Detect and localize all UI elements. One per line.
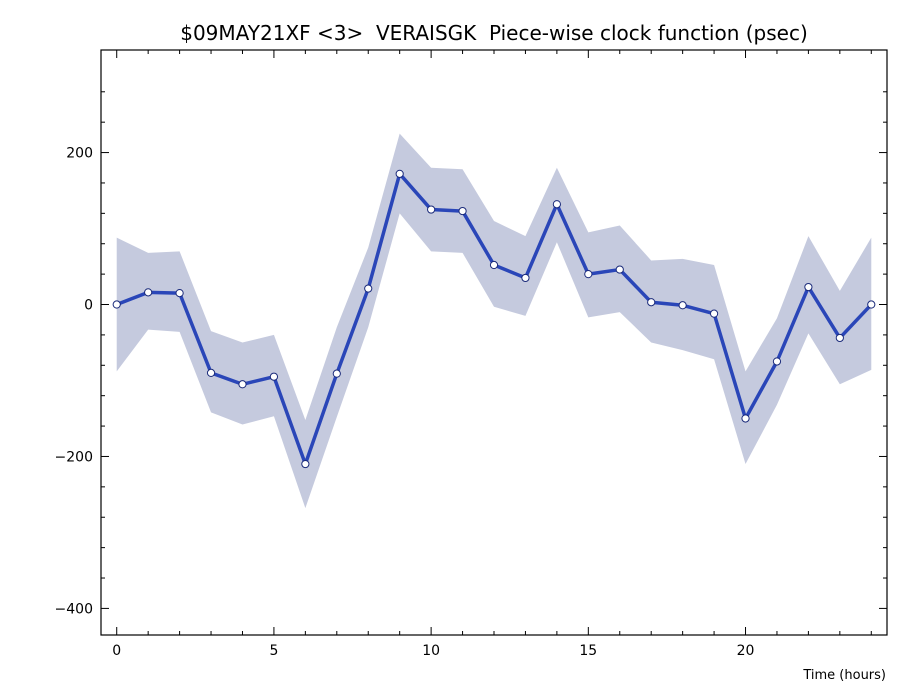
data-point — [427, 205, 436, 214]
x-tick-label: 0 — [112, 643, 121, 659]
data-point — [489, 260, 499, 270]
data-point — [269, 372, 279, 381]
data-point — [741, 414, 750, 423]
y-tick-label: 200 — [66, 146, 93, 162]
uncertainty-band — [116, 133, 872, 509]
x-axis-label: Time (hours) — [802, 668, 886, 683]
x-tick-label: 20 — [737, 643, 755, 659]
chart-title: $09MAY21XF <3> VERAISGK Piece-wise clock… — [180, 21, 808, 45]
data-point — [804, 282, 813, 292]
data-point — [206, 368, 216, 377]
data-point — [175, 289, 184, 298]
data-points-layer — [112, 169, 876, 469]
data-point — [364, 284, 373, 293]
x-tick-label: 15 — [579, 643, 597, 659]
data-point — [709, 309, 719, 318]
data-point — [584, 270, 593, 279]
data-point — [301, 459, 310, 469]
data-point — [458, 206, 467, 216]
data-point — [678, 301, 687, 310]
y-tick-label: −400 — [55, 601, 93, 617]
data-point — [647, 298, 656, 307]
data-point — [552, 200, 561, 209]
data-point — [112, 300, 121, 309]
data-point — [238, 380, 247, 389]
tick-labels-layer: 0 5 10 15 20 −400 −200 0 200 — [55, 146, 755, 659]
data-point — [772, 357, 782, 366]
data-point — [835, 333, 844, 343]
y-tick-label: 0 — [84, 298, 93, 314]
data-point — [521, 273, 530, 283]
data-point — [395, 169, 404, 178]
data-point — [332, 369, 341, 378]
y-tick-label: −200 — [55, 449, 93, 465]
data-point — [144, 288, 153, 297]
x-tick-label: 5 — [269, 643, 278, 659]
x-tick-label: 10 — [422, 643, 440, 659]
data-point — [615, 265, 624, 274]
data-point — [867, 300, 876, 309]
axis-ticks-layer — [101, 50, 887, 635]
uncertainty-band-layer — [116, 133, 872, 509]
